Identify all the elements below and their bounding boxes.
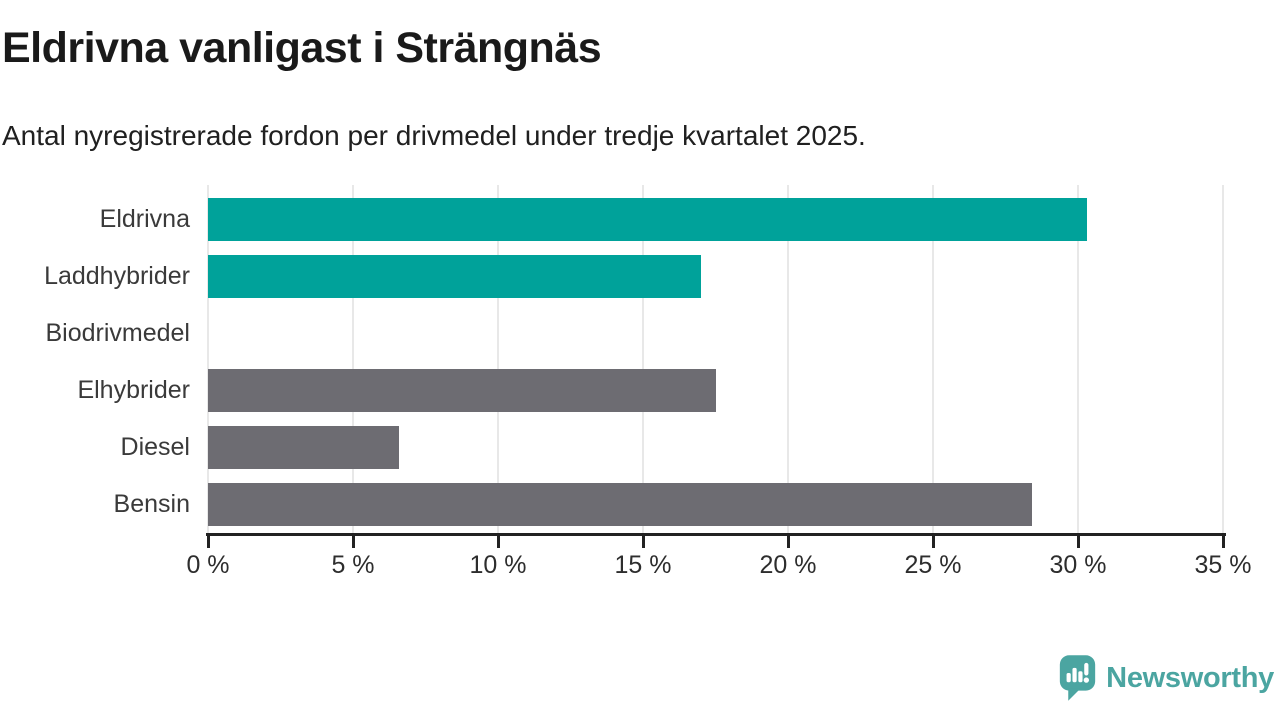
x-tick-label-35: 35 %	[1194, 551, 1252, 579]
plot-area	[207, 185, 1224, 533]
bar-diesel	[208, 426, 400, 469]
category-axis: Eldrivna Laddhybrider Biodrivmedel Elhybrid…	[0, 185, 190, 533]
brand-name: Newsworthy	[1106, 661, 1274, 694]
gridline-10	[496, 185, 499, 533]
newsworthy-logo-icon	[1060, 655, 1096, 701]
category-label-eldrivna: Eldrivna	[99, 205, 190, 233]
gridline-15	[642, 185, 644, 533]
x-tick-label-5: 5 %	[331, 551, 375, 579]
x-tick-30	[1077, 536, 1080, 548]
gridline-0	[207, 185, 209, 533]
x-tick-label-0: 0 %	[186, 551, 230, 579]
x-tick-label-20: 20 %	[759, 551, 817, 579]
bar-chart: Eldrivna Laddhybrider Biodrivmedel Elhybrid…	[0, 185, 1280, 585]
x-tick-10	[497, 536, 500, 548]
gridline-35	[1222, 185, 1224, 533]
chart-title: Eldrivna vanligast i Strängnäs	[2, 24, 602, 72]
x-tick-0	[207, 536, 210, 548]
category-label-bensin: Bensin	[113, 490, 190, 518]
brand-logo: Newsworthy	[1059, 654, 1274, 702]
x-tick-label-10: 10 %	[469, 551, 527, 579]
chart-subtitle: Antal nyregistrerade fordon per drivmede…	[2, 120, 866, 151]
bar-eldrivna	[208, 198, 1087, 241]
category-label-diesel: Diesel	[120, 433, 190, 461]
gridline-20	[786, 185, 789, 533]
bar-laddhybrider	[208, 255, 701, 298]
x-tick-25	[932, 536, 935, 548]
gridline-30	[1077, 185, 1079, 533]
x-axis-tick-labels: 0 % 5 % 10 % 15 % 20 % 25 % 30 % 35 %	[186, 551, 1251, 585]
bar-elhybrider	[208, 369, 716, 412]
x-tick-20	[787, 536, 790, 548]
x-tick-35	[1222, 536, 1225, 548]
category-label-laddhybrider: Laddhybrider	[44, 262, 190, 290]
category-label-elhybrider: Elhybrider	[77, 376, 190, 404]
bar-bensin	[208, 483, 1032, 526]
x-tick-15	[642, 536, 645, 548]
x-tick-label-30: 30 %	[1049, 551, 1107, 579]
x-axis-line	[206, 533, 1226, 536]
gridline-5	[351, 185, 354, 533]
gridline-25	[932, 185, 934, 533]
category-label-biodrivmedel: Biodrivmedel	[45, 319, 190, 347]
x-tick-label-25: 25 %	[904, 551, 962, 579]
x-tick-label-15: 15 %	[614, 551, 672, 579]
x-tick-5	[352, 536, 355, 548]
